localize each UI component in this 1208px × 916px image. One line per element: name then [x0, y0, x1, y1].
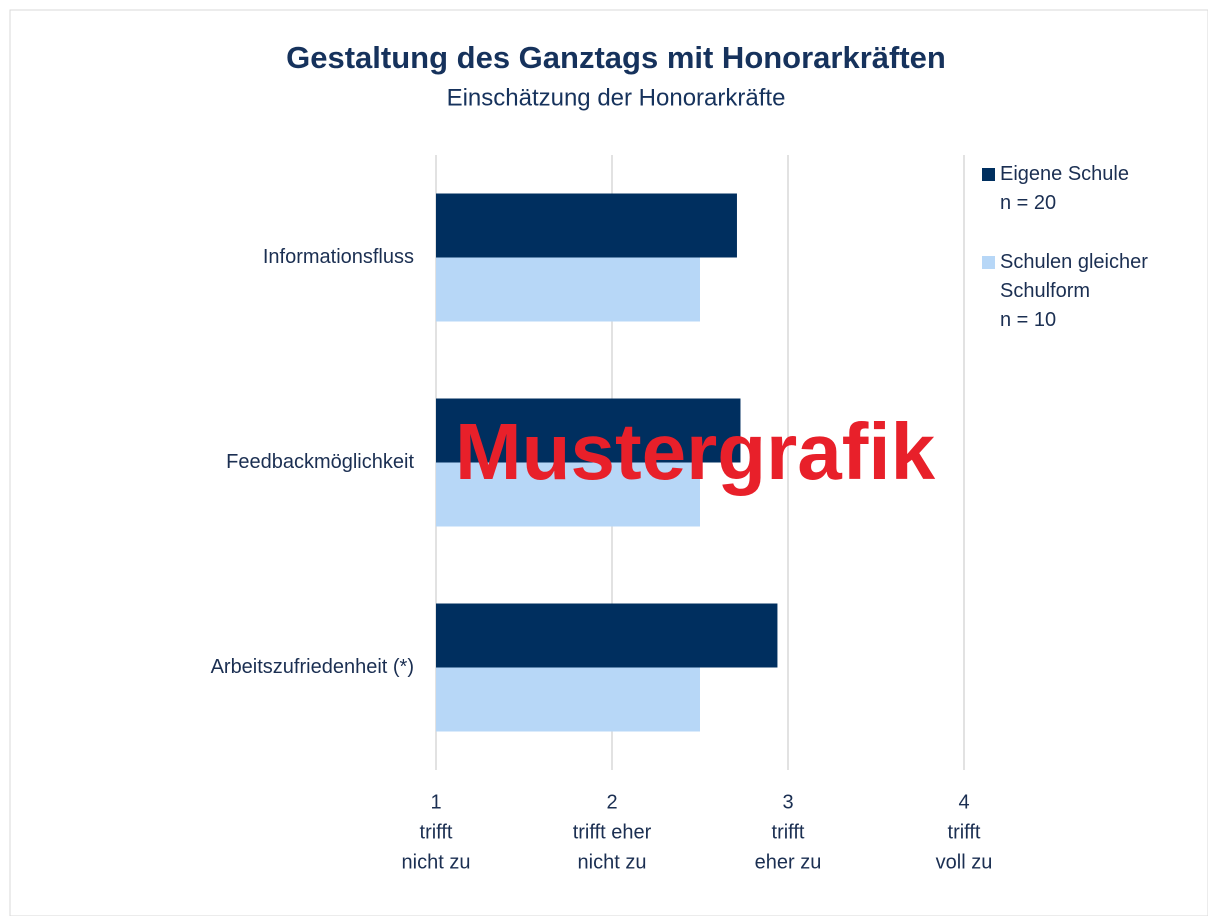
legend-entry: Schulen gleicher Schulform n = 10	[1000, 248, 1205, 335]
bar	[436, 257, 700, 322]
bar	[436, 398, 741, 463]
bar	[436, 603, 778, 668]
x-tick-description: eher zu	[755, 851, 822, 873]
bar	[436, 462, 700, 527]
x-tick-description: trifft	[948, 821, 981, 843]
x-tick-description: trifft	[420, 821, 453, 843]
y-tick-label: Feedbackmöglichkeit	[226, 451, 414, 473]
watermark: Mustergrafik	[455, 407, 936, 496]
x-tick-label: 4	[958, 791, 969, 813]
chart-title: Gestaltung des Ganztags mit Honorarkräft…	[286, 40, 946, 75]
bar	[436, 193, 737, 258]
x-tick-label: 2	[606, 791, 617, 813]
x-tick-description: nicht zu	[578, 851, 647, 873]
legend-swatch	[982, 168, 995, 181]
bar	[436, 667, 700, 732]
y-tick-label: Informationsfluss	[263, 246, 414, 268]
x-tick-description: voll zu	[936, 851, 993, 873]
legend-entry: Eigene Schule n = 20	[1000, 160, 1205, 218]
x-tick-description: trifft	[772, 821, 805, 843]
x-tick-label: 3	[782, 791, 793, 813]
legend-swatch	[982, 256, 995, 269]
chart-subtitle: Einschätzung der Honorarkräfte	[447, 84, 786, 111]
y-tick-label: Arbeitszufriedenheit (*)	[211, 656, 414, 678]
legend-label: Schulen gleicher Schulform	[1000, 251, 1148, 302]
x-tick-description: nicht zu	[402, 851, 471, 873]
x-tick-description: trifft eher	[573, 821, 652, 843]
legend-n: n = 20	[1000, 192, 1057, 214]
x-tick-label: 1	[430, 791, 441, 813]
legend-n: n = 10	[1000, 309, 1057, 331]
legend-label: Eigene Schule	[1000, 163, 1129, 185]
